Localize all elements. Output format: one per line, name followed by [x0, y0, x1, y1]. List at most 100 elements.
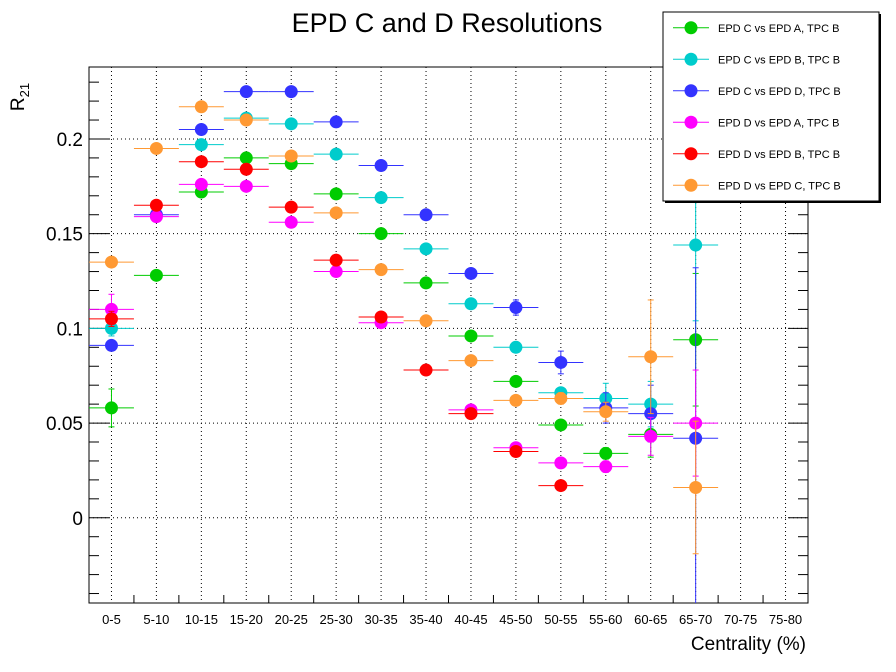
data-point [464, 329, 478, 343]
y-tick-label: 0 [72, 509, 83, 530]
x-tick-label: 15-20 [230, 612, 263, 627]
x-tick-label: 5-10 [143, 612, 169, 627]
series-epd-d-vs-epd-b-tpc-b [89, 155, 584, 493]
data-point [104, 401, 118, 415]
legend-item: EPD D vs EPD B, TPC B [673, 147, 840, 161]
data-point [464, 297, 478, 311]
legend-marker [684, 21, 698, 35]
y-tick-label: 0.2 [57, 130, 83, 151]
legend-box [662, 11, 880, 202]
data-point [419, 314, 433, 328]
legend-item: EPD C vs EPD D, TPC B [673, 84, 841, 98]
data-point [329, 187, 343, 201]
x-tick-label: 10-15 [185, 612, 218, 627]
data-point [104, 302, 118, 316]
legend-label: EPD C vs EPD B, TPC B [718, 54, 840, 66]
data-point [329, 206, 343, 220]
data-point [104, 255, 118, 269]
legend-label: EPD D vs EPD C, TPC B [718, 180, 841, 192]
x-tick-label: 30-35 [364, 612, 397, 627]
y-tick-label: 0.05 [46, 414, 83, 435]
axis-layer: 0 0.05 0.1 0.15 0.2 0-5 5-10 10-15 15-20 20-25 25-… [46, 81, 809, 627]
x-tick-label: 0-5 [102, 612, 121, 627]
data-point [149, 141, 163, 155]
data-point [374, 158, 388, 172]
y-axis-label: R21 [8, 83, 32, 111]
data-point [374, 191, 388, 205]
data-point [509, 393, 523, 407]
data-point [239, 162, 253, 176]
data-point [149, 268, 163, 282]
data-point [599, 460, 613, 474]
data-point [554, 418, 568, 432]
data-point [284, 200, 298, 214]
y-tick-label: 0.1 [57, 319, 83, 340]
x-tick-label: 75-80 [769, 612, 802, 627]
data-point [149, 198, 163, 212]
legend: EPD C vs EPD A, TPC B EPD C vs EPD B, TPC… [662, 11, 881, 203]
data-point [419, 242, 433, 256]
data-point [284, 149, 298, 163]
data-point [104, 338, 118, 352]
legend-label: EPD C vs EPD D, TPC B [718, 86, 841, 98]
data-point [419, 363, 433, 377]
x-tick-label: 40-45 [454, 612, 487, 627]
data-point [509, 444, 523, 458]
data-point [374, 310, 388, 324]
series-layer [89, 85, 719, 603]
x-tick-label: 60-65 [634, 612, 667, 627]
data-point [599, 446, 613, 460]
x-axis-label: Centrality (%) [691, 634, 806, 655]
data-point [239, 151, 253, 165]
series-epd-d-vs-epd-a-tpc-b [89, 177, 719, 477]
legend-marker [684, 178, 698, 192]
legend-label: EPD C vs EPD A, TPC B [718, 23, 839, 35]
x-tick-label: 20-25 [275, 612, 308, 627]
legend-marker [684, 84, 698, 98]
data-point [284, 117, 298, 131]
data-point [239, 85, 253, 99]
data-point [104, 321, 118, 335]
data-point [284, 215, 298, 229]
data-point [464, 354, 478, 368]
legend-item: EPD C vs EPD B, TPC B [673, 52, 840, 66]
legend-label: EPD D vs EPD A, TPC B [718, 117, 839, 129]
data-point [689, 480, 703, 494]
legend-marker [684, 52, 698, 66]
data-point [329, 115, 343, 129]
x-tick-label: 45-50 [499, 612, 532, 627]
data-point [554, 456, 568, 470]
x-tick-label: 25-30 [320, 612, 353, 627]
data-point [644, 350, 658, 364]
chart-title: EPD C and D Resolutions [292, 8, 603, 38]
data-point [239, 113, 253, 127]
data-point [419, 208, 433, 222]
legend-marker [684, 115, 698, 129]
x-tick-label: 35-40 [409, 612, 442, 627]
legend-item: EPD D vs EPD C, TPC B [673, 178, 841, 192]
legend-item: EPD D vs EPD A, TPC B [673, 115, 839, 129]
data-point [194, 138, 208, 152]
data-point [374, 263, 388, 277]
x-tick-label: 50-55 [544, 612, 577, 627]
data-point [104, 312, 118, 326]
legend-item: EPD C vs EPD A, TPC B [673, 21, 839, 35]
data-point [149, 210, 163, 224]
y-axis-label-text: R21 [8, 83, 32, 111]
data-point [329, 147, 343, 161]
data-point [464, 266, 478, 280]
data-point [509, 301, 523, 315]
legend-marker [684, 147, 698, 161]
data-point [419, 276, 433, 290]
data-point [284, 85, 298, 99]
data-point [194, 100, 208, 114]
x-tick-label: 65-70 [679, 612, 712, 627]
data-point [509, 374, 523, 388]
data-point [464, 407, 478, 421]
data-point [329, 253, 343, 267]
x-tick-label: 70-75 [724, 612, 757, 627]
data-point [689, 238, 703, 252]
data-point [239, 179, 253, 193]
y-tick-label: 0.15 [46, 225, 83, 246]
